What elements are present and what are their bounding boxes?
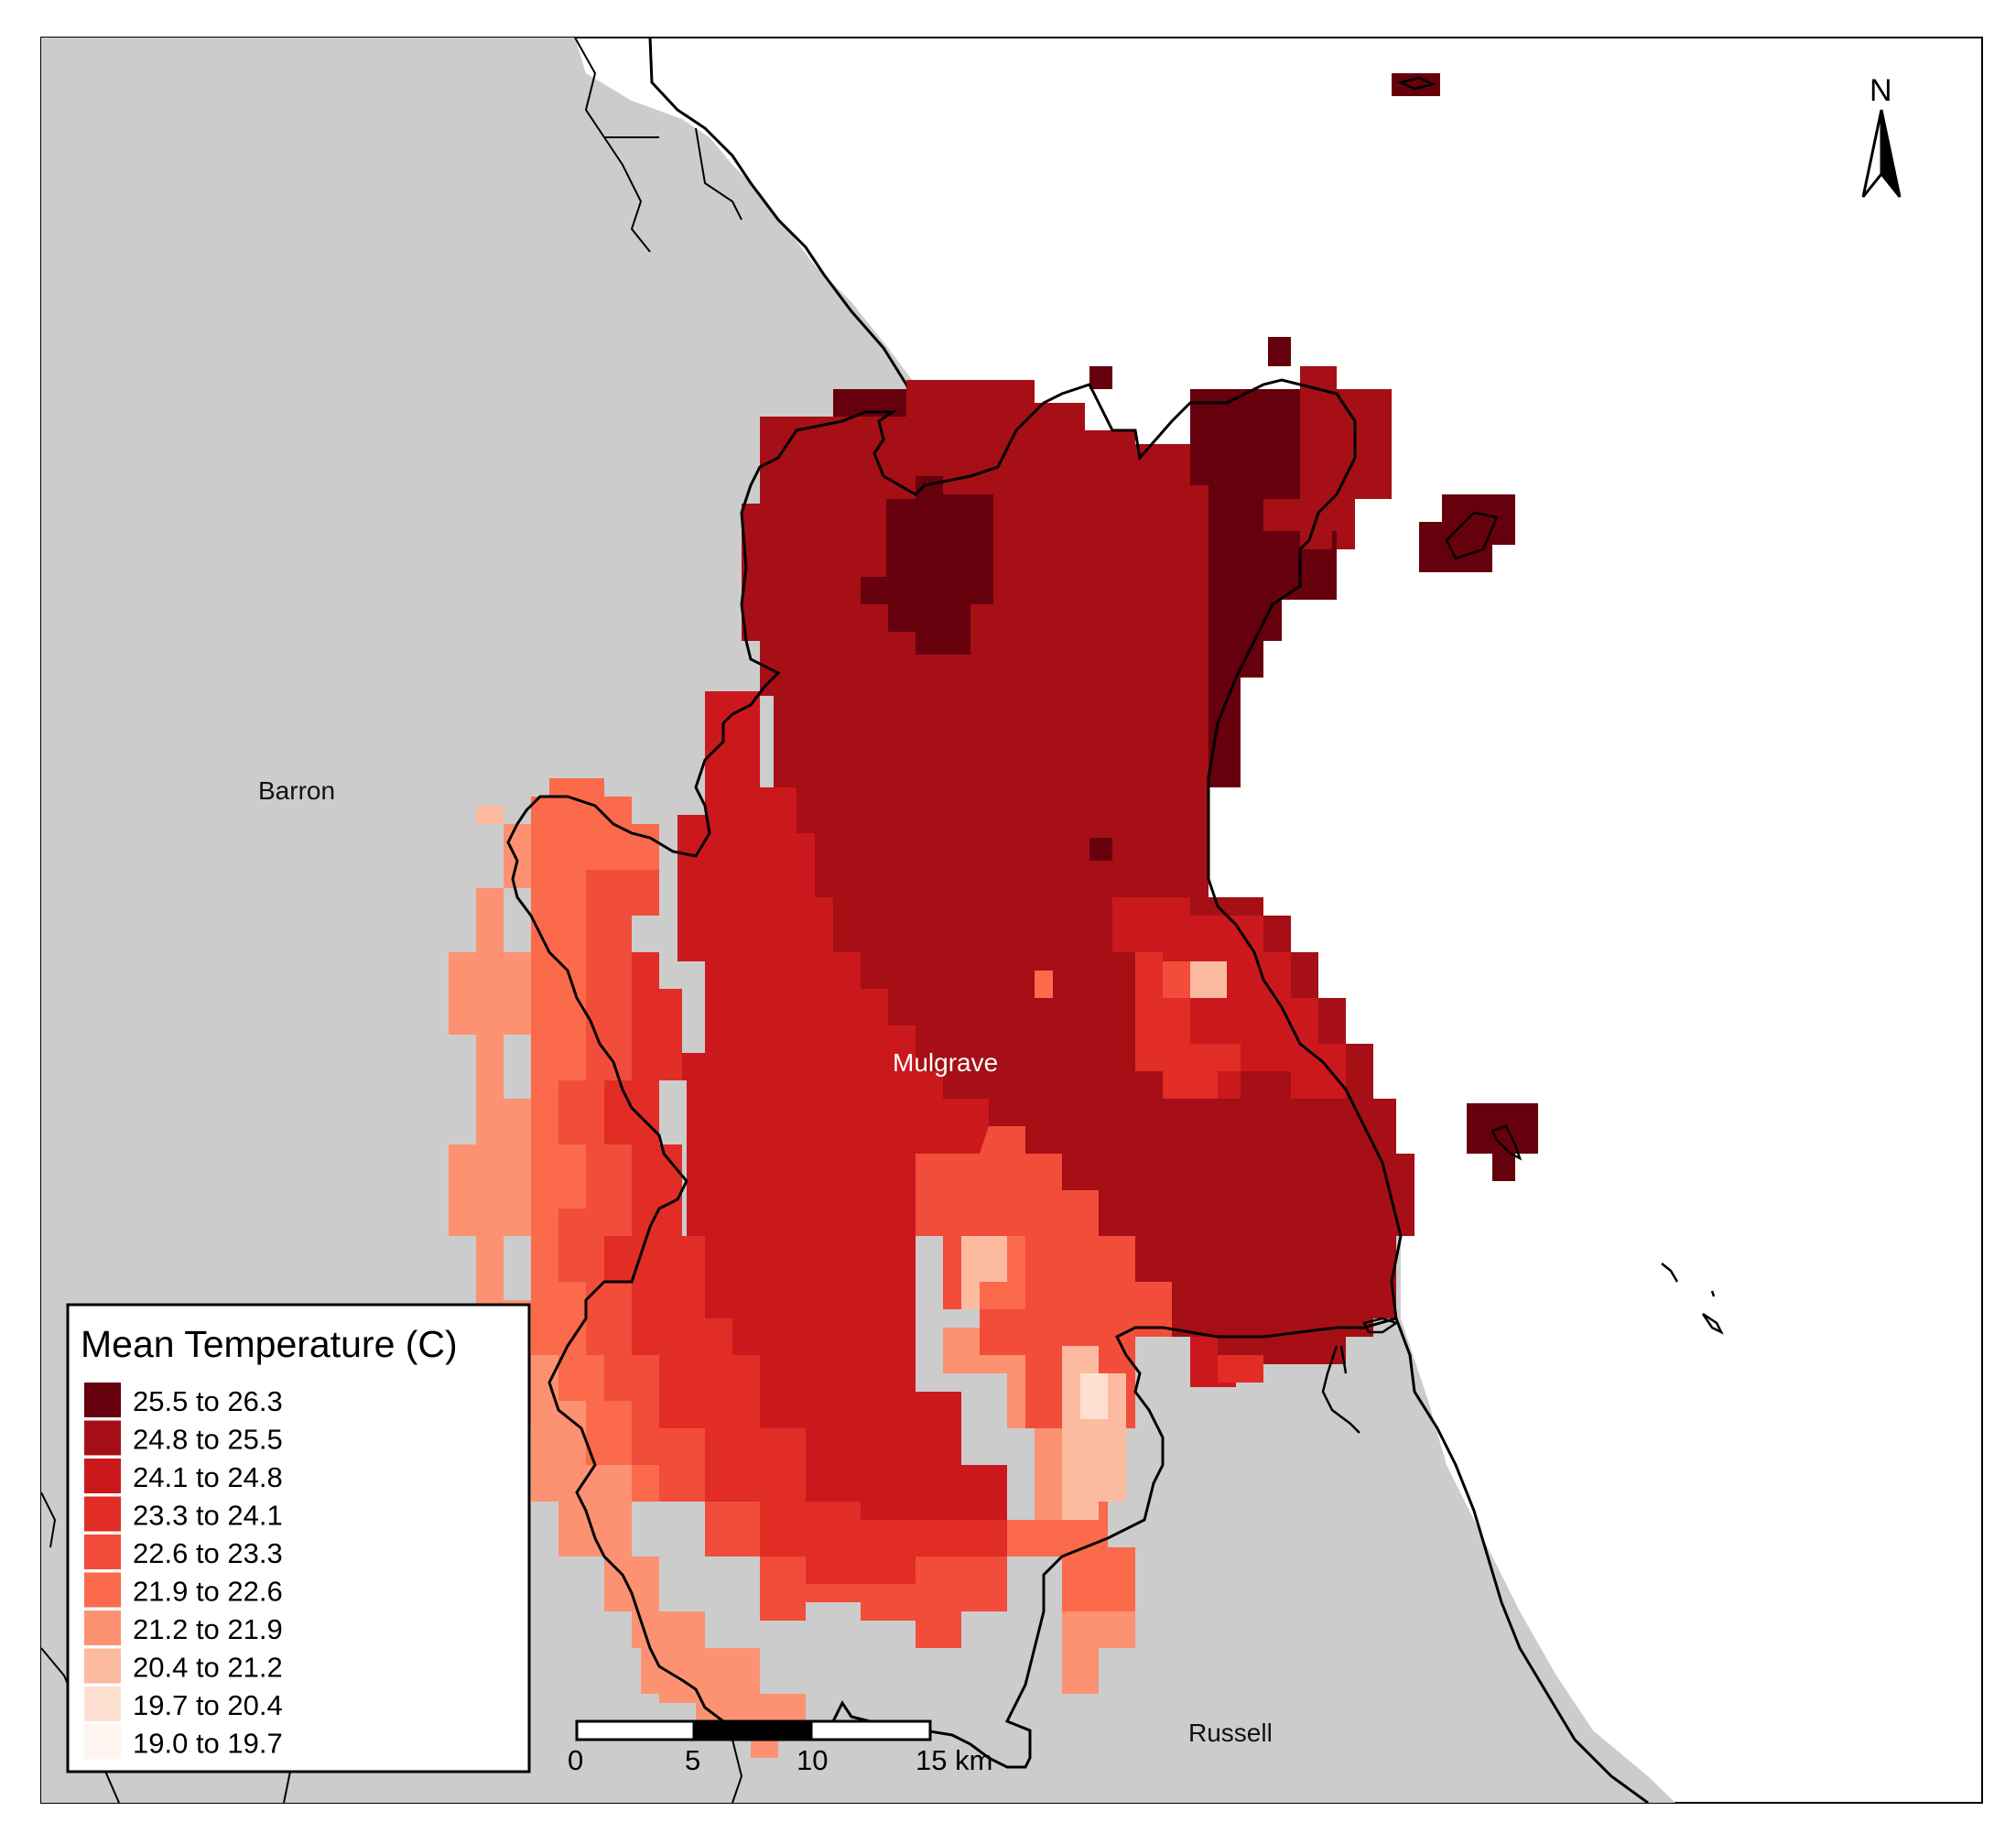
scale-bar-segment-3 (809, 1719, 932, 1741)
place-label-barron: Barron (258, 776, 335, 805)
temperature-raster (449, 73, 1538, 1758)
scale-bar-segment-1 (575, 1719, 696, 1741)
mulgrave-catchment-boundary (506, 378, 1403, 1769)
coastline-south (1394, 1318, 1649, 1805)
legend-swatch (84, 1724, 121, 1760)
scale-tick-5: 5 (685, 1744, 700, 1776)
legend-title: Mean Temperature (C) (81, 1323, 458, 1365)
legend-swatch (84, 1420, 121, 1456)
scale-bar-segment-2 (692, 1719, 813, 1741)
legend-label: 20.4 to 21.2 (133, 1652, 283, 1684)
scale-tick-10: 10 (797, 1744, 828, 1776)
legend-swatch (84, 1383, 121, 1417)
legend-swatch (84, 1611, 121, 1645)
legend-label: 23.3 to 24.1 (133, 1500, 283, 1532)
legend-label: 24.1 to 24.8 (133, 1461, 283, 1493)
scale-bar: 0 5 10 15 km (568, 1719, 992, 1776)
legend-swatch (84, 1572, 121, 1608)
raster-zone-21.9-22.6 (504, 778, 1135, 1611)
legend-label: 24.8 to 25.5 (133, 1424, 283, 1456)
coastline (648, 37, 917, 408)
legend-items: 25.5 to 26.3 24.8 to 25.5 24.1 to 24.8 23.3… (84, 1383, 283, 1760)
legend-swatch (84, 1687, 121, 1721)
legend-swatch (84, 1459, 121, 1493)
place-label-mulgrave: Mulgrave (893, 1048, 998, 1077)
legend-swatch (84, 1535, 121, 1569)
raster-zone-22.6-23.3 (558, 870, 1190, 1648)
legend-label: 19.0 to 19.7 (133, 1728, 283, 1760)
north-arrow: N (1861, 73, 1902, 198)
legend-label: 22.6 to 23.3 (133, 1537, 283, 1569)
scale-tick-15km: 15 km (916, 1744, 992, 1776)
legend-label: 21.9 to 22.6 (133, 1576, 283, 1608)
place-label-russell: Russell (1188, 1719, 1273, 1747)
legend-label: 21.2 to 21.9 (133, 1613, 283, 1645)
legend: Mean Temperature (C) 25.5 to 26.3 24.8 to… (66, 1303, 531, 1773)
island-outline (1397, 76, 1724, 1335)
raster-zone-21.2-21.9 (449, 824, 1135, 1758)
raster-zone-23.3-24.1 (604, 952, 1263, 1584)
scale-tick-0: 0 (568, 1744, 583, 1776)
north-arrow-right-half (1880, 109, 1902, 198)
raster-zone-19.7-20.4 (1080, 1373, 1108, 1419)
legend-label: 19.7 to 20.4 (133, 1689, 283, 1721)
barron-boundary (574, 37, 742, 253)
legend-swatch (84, 1648, 121, 1684)
legend-swatch (84, 1496, 121, 1532)
river-mouth (1321, 1317, 1399, 1434)
legend-label: 25.5 to 26.3 (133, 1385, 283, 1417)
raster-zone-24.1-24.8 (659, 691, 1346, 1520)
legend-box (66, 1303, 531, 1773)
north-arrow-label: N (1870, 73, 1892, 108)
